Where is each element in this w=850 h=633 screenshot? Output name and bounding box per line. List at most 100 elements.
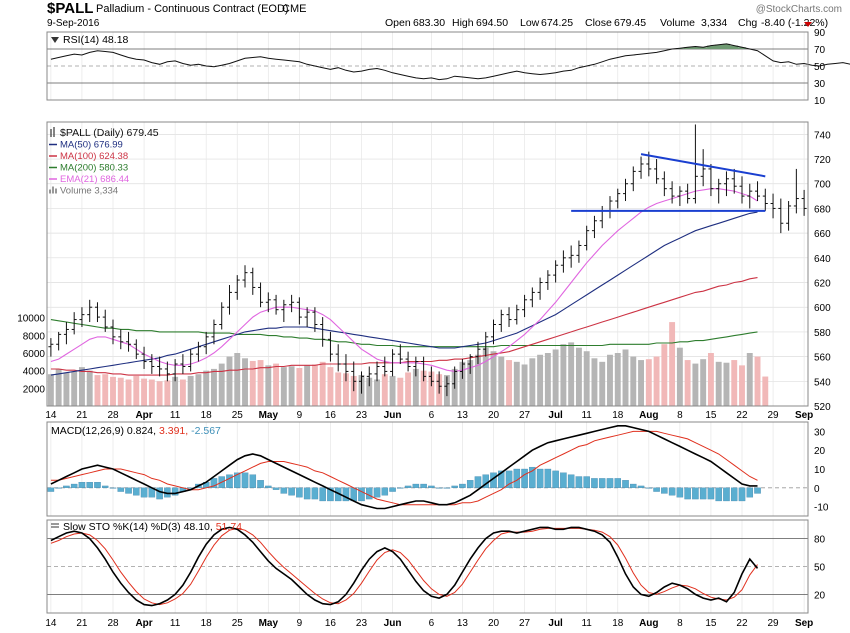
macd-histogram-bar xyxy=(389,487,396,492)
volume-bar xyxy=(707,353,714,406)
price-bar xyxy=(126,331,132,352)
price-bar xyxy=(188,349,194,372)
price-bar xyxy=(638,156,644,179)
volume-bar xyxy=(397,377,404,406)
macd-histogram-bar xyxy=(684,487,691,500)
volume-legend-icon xyxy=(49,186,57,194)
volume-bar xyxy=(405,372,412,406)
price-tick-label: 740 xyxy=(814,130,831,141)
macd-histogram-bar xyxy=(715,487,722,502)
macd-histogram-bar xyxy=(272,487,280,490)
volume-bar xyxy=(133,375,140,406)
volume-bar xyxy=(47,374,54,406)
price-bar xyxy=(553,260,559,283)
macd-histogram-bar xyxy=(645,487,653,489)
macd-histogram-bar xyxy=(117,487,125,492)
sto-tick-label: 20 xyxy=(814,590,826,601)
x-tick-label: 16 xyxy=(325,410,337,421)
volume-bar xyxy=(148,379,155,406)
volume-bar xyxy=(521,364,528,406)
volume-bar xyxy=(459,361,466,406)
price-bar xyxy=(591,215,597,239)
volume-bar xyxy=(746,353,753,406)
sto-tick-label: 80 xyxy=(814,535,826,546)
price-bar xyxy=(514,304,520,325)
x-tick-label: 27 xyxy=(519,410,531,421)
volume-bar xyxy=(63,372,70,406)
macd-histogram-bar xyxy=(397,487,404,489)
macd-histogram-bar xyxy=(707,487,715,500)
volume-bar xyxy=(700,359,707,406)
volume-bar xyxy=(172,376,179,406)
macd-histogram-bar xyxy=(536,468,544,488)
rsi-line xyxy=(50,43,850,81)
volume-bar xyxy=(249,360,256,406)
price-bar xyxy=(133,339,139,360)
ma50-line xyxy=(50,211,758,376)
down-arrow-icon xyxy=(804,22,812,27)
legend-entry: MA(100) 624.38 xyxy=(60,151,128,162)
price-bar xyxy=(537,277,543,300)
price-bar xyxy=(320,317,326,347)
price-tick-label: 700 xyxy=(814,180,831,191)
volume-bar xyxy=(622,349,629,406)
price-bar xyxy=(273,294,279,315)
macd-label-part: MACD(12,26,9) xyxy=(51,425,127,437)
volume-bar xyxy=(94,375,101,406)
macd-histogram-bar xyxy=(265,485,272,488)
volume-bar xyxy=(428,371,435,406)
macd-histogram-bar xyxy=(78,482,86,488)
macd-histogram-bar xyxy=(474,476,482,488)
price-tick-label: 560 xyxy=(814,353,831,364)
price-bar xyxy=(351,361,357,392)
price-bar xyxy=(584,225,590,251)
price-bar xyxy=(428,366,434,387)
price-bar xyxy=(576,240,582,263)
volume-bar xyxy=(653,356,660,406)
volume-bar xyxy=(117,377,124,406)
macd-signal-line xyxy=(50,430,758,506)
macd-histogram-bar xyxy=(505,470,513,488)
rsi-label: RSI(14) 48.18 xyxy=(63,34,129,46)
volume-bar xyxy=(684,360,691,406)
price-bar xyxy=(685,183,691,204)
volume-bar xyxy=(568,342,575,406)
price-bar xyxy=(296,297,302,325)
open-value: 683.30 xyxy=(413,17,445,29)
price-tick-label: 720 xyxy=(814,155,831,166)
volume-tick-label: 10000 xyxy=(17,314,45,325)
price-x-axis: 14 21 28 Apr 11 18 25 May 9 16 23 Jun 6 13 20 27 Jul 11 18… xyxy=(45,410,813,421)
volume-bar xyxy=(265,365,272,406)
macd-histogram-bar xyxy=(381,487,389,496)
x-tick-label: 11 xyxy=(170,410,181,421)
high-value: 694.50 xyxy=(476,17,508,29)
volume-tick-label: 6000 xyxy=(23,349,46,360)
price-bar xyxy=(304,307,310,327)
macd-histogram-bar xyxy=(125,487,132,494)
volume-tick-label: 8000 xyxy=(23,331,46,342)
legend-entry: EMA(21) 686.44 xyxy=(60,174,129,185)
volume-bar xyxy=(125,379,132,406)
price-tick-label: 540 xyxy=(814,377,831,388)
ohlc-summary: Open 683.30 High 694.50 Low 674.25 Close… xyxy=(385,17,828,29)
volume-bar xyxy=(692,363,699,406)
price-bar xyxy=(723,171,729,197)
price-bar xyxy=(623,178,629,202)
legend-entry: MA(50) 676.99 xyxy=(60,140,123,151)
rsi-tick-label: 10 xyxy=(814,96,826,107)
price-bar xyxy=(157,356,163,377)
price-bar xyxy=(242,265,248,288)
price-bar xyxy=(677,186,683,206)
price-tick-label: 680 xyxy=(814,204,831,215)
volume-bar xyxy=(467,360,474,406)
macd-histogram-bar xyxy=(622,480,629,488)
volume-bar xyxy=(583,351,590,406)
x-tick-label: 29 xyxy=(767,618,779,629)
macd-histogram-bar xyxy=(156,487,163,500)
macd-histogram-bar xyxy=(676,487,684,498)
x-tick-label: 11 xyxy=(581,410,592,421)
x-tick-label: 21 xyxy=(76,410,88,421)
price-bar xyxy=(529,287,535,308)
price-bar xyxy=(234,275,240,300)
